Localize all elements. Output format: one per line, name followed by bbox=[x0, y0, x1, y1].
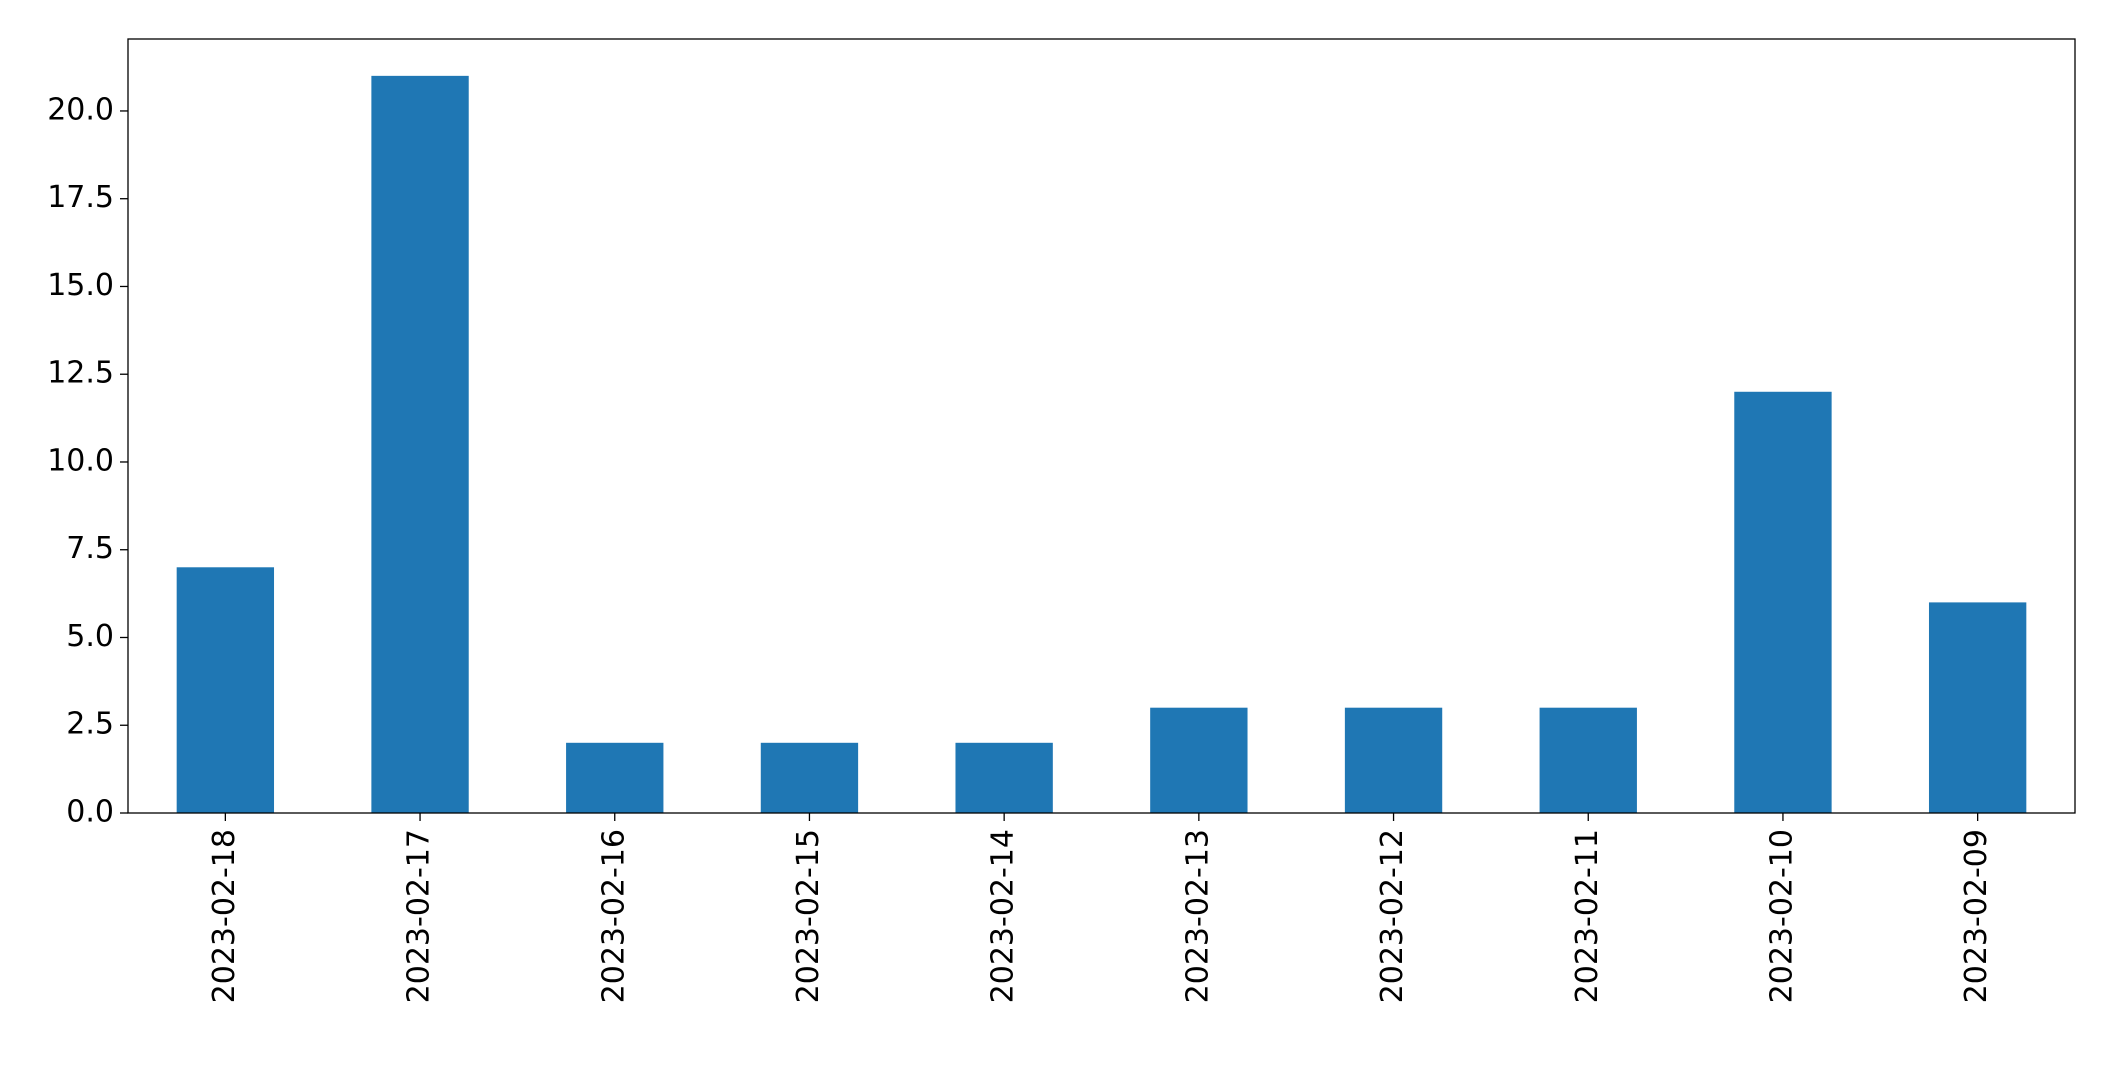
bar bbox=[760, 742, 859, 813]
bar bbox=[176, 567, 275, 813]
plot-frame bbox=[127, 38, 2076, 814]
bar bbox=[1539, 707, 1637, 813]
bar bbox=[371, 75, 469, 814]
y-tick-label: 12.5 bbox=[47, 356, 114, 391]
x-tick-label: 2023-02-15 bbox=[791, 829, 826, 1003]
x-tick-label: 2023-02-16 bbox=[596, 829, 631, 1003]
bar bbox=[1928, 602, 2027, 813]
y-tick-label: 15.0 bbox=[47, 268, 114, 303]
y-tick-label: 2.5 bbox=[66, 707, 114, 742]
x-tick-label: 2023-02-18 bbox=[207, 829, 242, 1003]
y-tick-label: 20.0 bbox=[47, 92, 114, 127]
bar bbox=[566, 742, 664, 813]
x-tick-label: 2023-02-14 bbox=[986, 829, 1021, 1003]
x-tick-label: 2023-02-11 bbox=[1570, 829, 1605, 1003]
bar bbox=[1150, 707, 1248, 813]
x-tick-label: 2023-02-09 bbox=[1959, 829, 1994, 1003]
bar bbox=[1344, 707, 1443, 813]
x-tick-label: 2023-02-13 bbox=[1180, 829, 1215, 1003]
y-tick-label: 0.0 bbox=[66, 795, 114, 830]
bar bbox=[1734, 391, 1832, 813]
x-tick-label: 2023-02-17 bbox=[402, 829, 437, 1003]
bar bbox=[955, 742, 1053, 813]
y-tick-label: 7.5 bbox=[66, 531, 114, 566]
y-tick-label: 17.5 bbox=[47, 180, 114, 215]
x-tick-label: 2023-02-10 bbox=[1764, 829, 1799, 1003]
x-tick-label: 2023-02-12 bbox=[1375, 829, 1410, 1003]
y-tick-label: 5.0 bbox=[66, 619, 114, 654]
y-tick-label: 10.0 bbox=[47, 443, 114, 478]
